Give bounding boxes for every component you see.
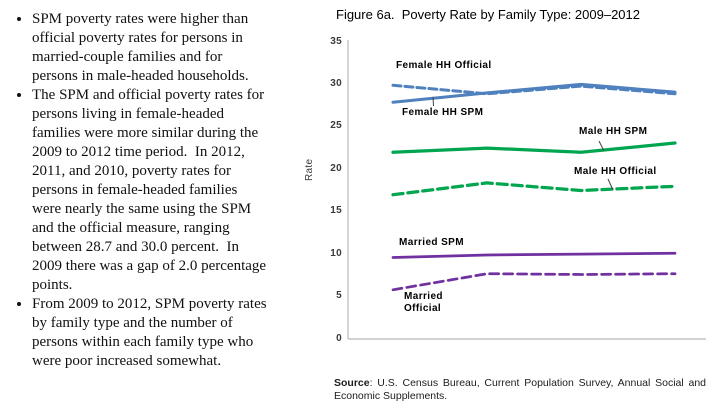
- y-tick-label: 10: [330, 247, 342, 259]
- chart-figure: Figure 6a. Poverty Rate by Family Type: …: [300, 0, 710, 419]
- bullet-item: From 2009 to 2012, SPM poverty rates by …: [32, 295, 324, 371]
- y-tick-label: 30: [330, 77, 342, 89]
- series-line-male-hh-spm: [391, 141, 677, 154]
- leader-line-male-hh-spm: [598, 140, 605, 152]
- series-line-female-hh-spm: [391, 82, 677, 104]
- plot-area: [347, 40, 706, 340]
- y-tick-label: 5: [336, 290, 342, 302]
- series-label-male-hh-spm: Male HH SPM: [579, 126, 648, 137]
- y-tick-label: 25: [330, 120, 342, 132]
- source-label: Source: [334, 377, 370, 389]
- y-tick-label: 20: [330, 162, 342, 174]
- series-label-married-spm: Married SPM: [399, 237, 464, 248]
- series-label-female-hh-official: Female HH Official: [396, 60, 492, 71]
- series-label-female-hh-spm: Female HH SPM: [402, 107, 484, 118]
- summary-bullets: SPM poverty rates were higher than offic…: [10, 10, 324, 371]
- y-tick-label: 0: [336, 332, 342, 344]
- y-tick-label: 15: [330, 205, 342, 217]
- series-label-male-hh-official: Male HH Official: [574, 166, 657, 177]
- bullet-item: The SPM and official poverty rates for p…: [32, 86, 324, 295]
- bullet-item: SPM poverty rates were higher than offic…: [32, 10, 324, 86]
- series-line-married-spm: [391, 251, 677, 259]
- y-tick-label: 35: [330, 35, 342, 47]
- series-line-female-hh-official: [391, 83, 677, 96]
- source-text: : U.S. Census Bureau, Current Population…: [334, 377, 706, 402]
- series-line-married-official: [391, 272, 677, 292]
- series-lines: [391, 82, 677, 292]
- leader-line-female-hh-spm: [432, 96, 434, 107]
- chart-title: Figure 6a. Poverty Rate by Family Type: …: [336, 7, 640, 22]
- series-label-married-official: Married Official: [404, 291, 443, 314]
- leader-line-male-hh-official: [607, 178, 614, 191]
- series-line-male-hh-official: [391, 181, 677, 197]
- source-note: Source: U.S. Census Bureau, Current Popu…: [334, 377, 706, 403]
